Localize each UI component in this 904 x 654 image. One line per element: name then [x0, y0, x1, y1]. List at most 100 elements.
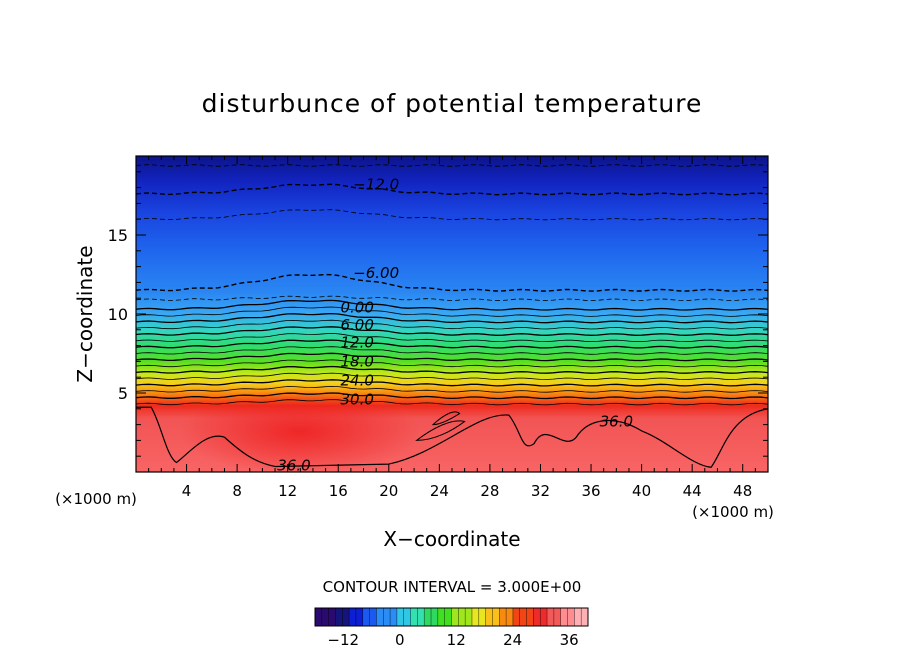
warm-core [180, 390, 420, 472]
colorbar-cell [403, 608, 411, 626]
colorbar-tick-label: 24 [503, 631, 522, 649]
colorbar-cell [369, 608, 377, 626]
negative-contour [136, 273, 768, 292]
x-tick-label: 4 [182, 482, 192, 500]
x-tick-label: 8 [232, 482, 242, 500]
colorbar-tick-label: 36 [560, 631, 579, 649]
x-tick-label: 36 [581, 482, 600, 500]
colorbar-cell [437, 608, 446, 626]
colorbar-cell [390, 608, 398, 626]
colorbar-cell [342, 608, 350, 626]
x-tick-label: 32 [531, 482, 550, 500]
contour-closed [415, 420, 466, 441]
contour [136, 306, 768, 317]
x-tick-label: 28 [480, 482, 499, 500]
x-unit-left: (×1000 m) [55, 490, 137, 508]
x-axis-label: X−coordinate [383, 527, 520, 551]
contour [136, 359, 768, 368]
colorbar-cell [526, 608, 534, 626]
colorbar-cell [362, 608, 370, 626]
x-tick-label: 40 [632, 482, 651, 500]
colorbar-cell [512, 608, 521, 626]
colorbar-cell [458, 608, 466, 626]
colorbar-cell [376, 608, 384, 626]
contour-label: −12.0 [353, 175, 399, 193]
x-tick-label: 16 [329, 482, 348, 500]
colorbar-cell [547, 608, 555, 626]
contour [136, 319, 768, 330]
colorbar-cell [560, 608, 568, 626]
colorbar-cell [478, 608, 487, 626]
x-tick-label: 24 [430, 482, 449, 500]
colorbar-tick-label: 0 [395, 631, 405, 649]
colorbar-cell [335, 608, 343, 626]
contour-label: 0.00 [340, 299, 373, 317]
contour [136, 326, 768, 336]
contour-interval-text: CONTOUR INTERVAL = 3.000E+00 [323, 578, 582, 596]
colorbar: −12 0 12 24 36 [314, 607, 589, 649]
contour [136, 385, 768, 393]
colorbar-cell [506, 608, 514, 626]
colorbar-cell [485, 608, 493, 626]
colorbar-cell [499, 608, 507, 626]
contour [136, 392, 768, 400]
x-axis: 4 8 12 16 20 24 28 32 36 40 44 48 [148, 156, 756, 500]
colorbar-cell [349, 608, 357, 626]
colorbar-cell [533, 608, 541, 626]
x-tick-label: 20 [379, 482, 398, 500]
contour [136, 339, 768, 349]
colorbar-cell [553, 608, 562, 626]
contour-closed [431, 411, 461, 426]
chart-title: disturbunce of potential temperature [202, 89, 703, 118]
contour-label: 36.0 [277, 457, 310, 475]
colorbar-cell [410, 608, 418, 626]
y-axis: 5 10 15 [108, 171, 768, 457]
colorbar-cell [519, 608, 527, 626]
contour [136, 332, 768, 343]
colorbar-cell [567, 608, 575, 626]
contour-label: 30.0 [340, 390, 373, 408]
colorbar-cell [540, 608, 548, 626]
contour [136, 312, 768, 324]
plot-area [136, 156, 768, 472]
contour-label: 36.0 [600, 412, 633, 430]
colorbar-cell [465, 608, 473, 626]
y-axis-label: Z−coordinate [73, 245, 97, 382]
colorbar-tick-label: −12 [327, 631, 359, 649]
colorbar-cell [492, 608, 500, 626]
colorbar-frame [314, 607, 589, 627]
contour [136, 299, 768, 311]
colorbar-cell [424, 608, 432, 626]
contour [136, 372, 768, 381]
contour-label: −6.00 [353, 264, 399, 282]
contour [136, 346, 768, 355]
contour-label: 12.0 [340, 333, 373, 351]
colorbar-cell [574, 608, 582, 626]
y-tick-label: 15 [108, 226, 128, 245]
x-tick-label: 44 [683, 482, 702, 500]
y-tick-label: 10 [108, 305, 128, 324]
colorbar-cell [444, 608, 452, 626]
contour [136, 399, 768, 406]
contour-label: 6.00 [340, 316, 373, 334]
colorbar-cell [417, 608, 425, 626]
contour-label: 18.0 [340, 352, 373, 370]
negative-contour [136, 183, 768, 196]
colorbar-cell [396, 608, 405, 626]
contour-36 [136, 406, 768, 468]
x-tick-label: 12 [278, 482, 297, 500]
contour [136, 379, 768, 387]
contour-label: 24.0 [340, 371, 373, 389]
contour [136, 352, 768, 362]
negative-contour [136, 209, 768, 221]
contour-lines [136, 164, 768, 468]
colorbar-cell [451, 608, 459, 626]
colorbar-cell [355, 608, 364, 626]
colorbar-cell [315, 608, 323, 626]
colorbar-cell [328, 608, 336, 626]
x-unit-right: (×1000 m) [692, 503, 774, 521]
colorbar-cell [581, 608, 589, 626]
colorbar-tick-label: 12 [447, 631, 466, 649]
